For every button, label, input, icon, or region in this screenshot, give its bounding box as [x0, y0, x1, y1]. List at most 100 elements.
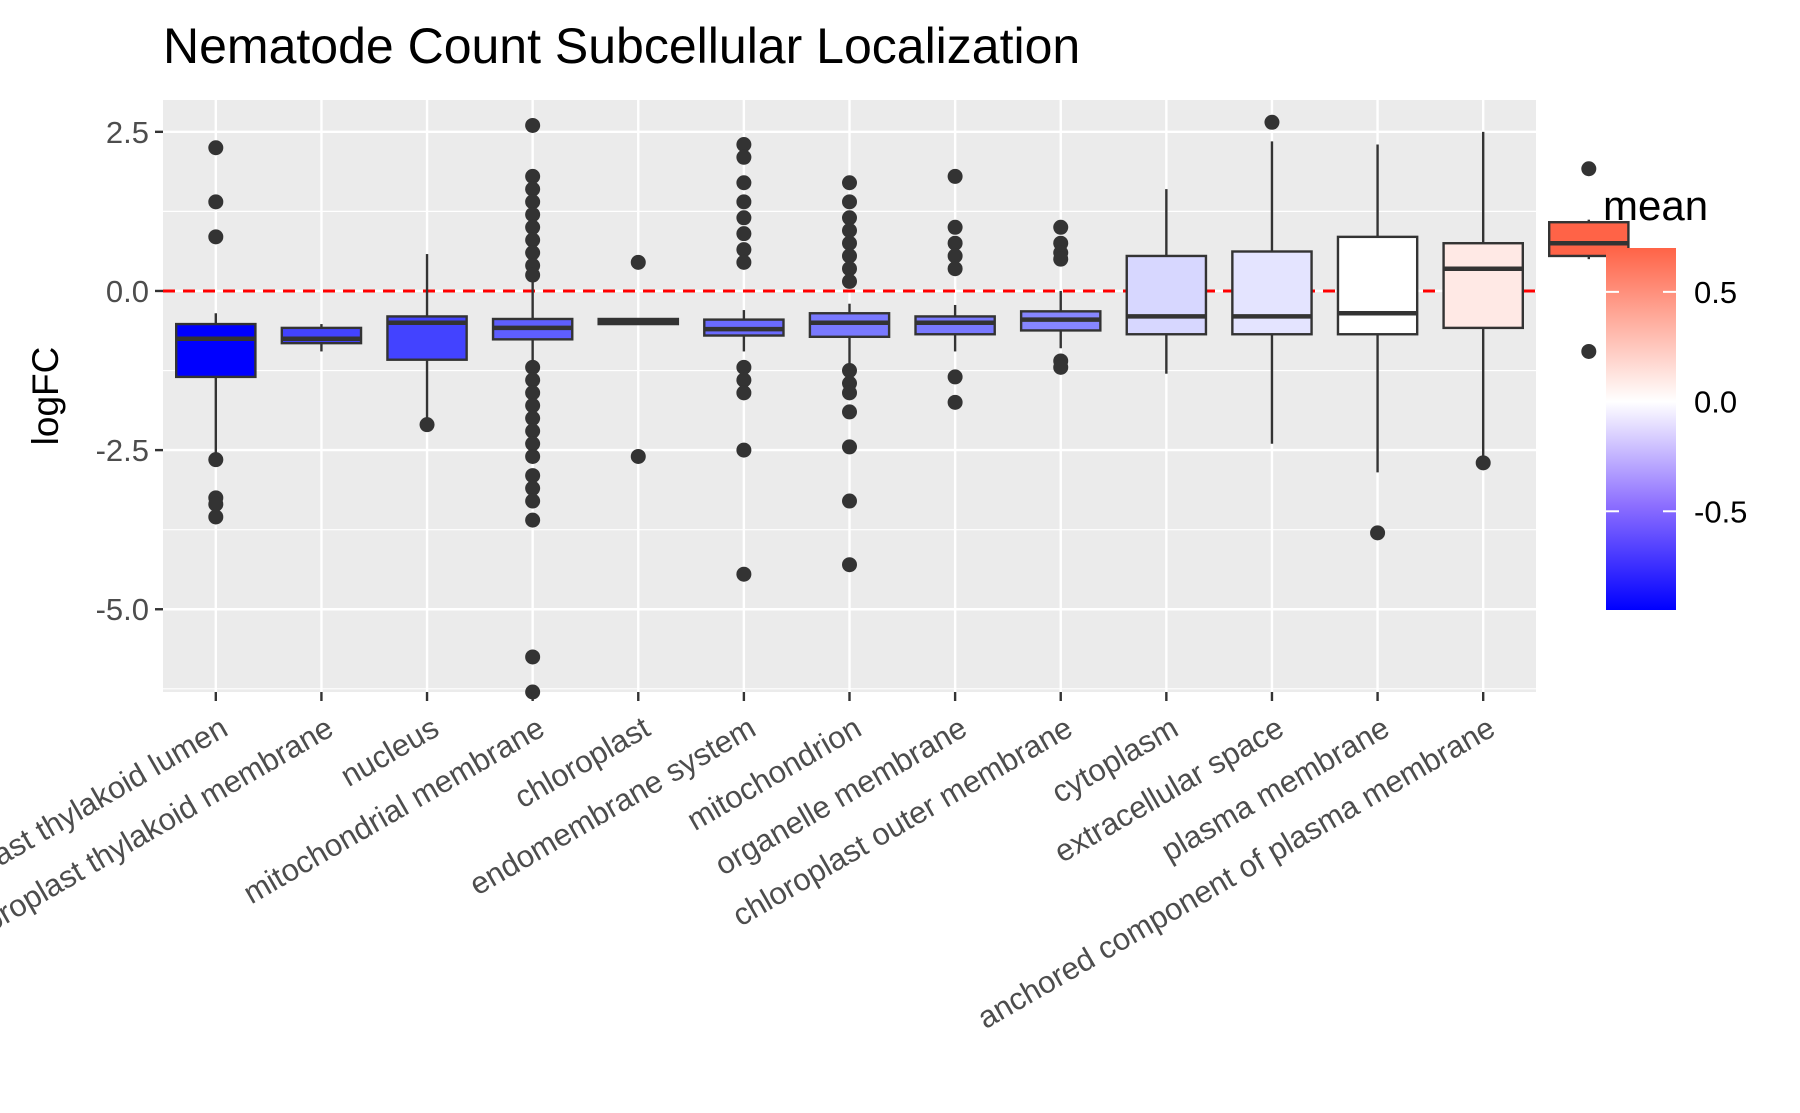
outlier-point [736, 149, 752, 165]
outlier-point [736, 372, 752, 388]
outlier-point [736, 242, 752, 258]
outlier-point [525, 219, 541, 235]
outlier-point [736, 175, 752, 191]
outlier-point [525, 493, 541, 509]
outlier-point [525, 245, 541, 261]
outlier-point [947, 394, 963, 410]
outlier-point [947, 261, 963, 277]
outlier-point [208, 496, 224, 512]
outlier-point [842, 194, 857, 210]
outlier-point [1053, 219, 1069, 235]
box-7 [808, 175, 891, 573]
outlier-point [1581, 343, 1597, 359]
outlier-point [525, 468, 541, 484]
outlier-point [947, 369, 963, 385]
outlier-point [525, 423, 541, 439]
legend-tick-label: -0.5 [1694, 494, 1747, 529]
outlier-point [736, 566, 752, 582]
box-8 [914, 168, 996, 410]
outlier-point [419, 417, 435, 433]
outlier-point [1053, 359, 1069, 375]
outlier-point [630, 448, 646, 464]
box-10 [1125, 189, 1208, 374]
box-14 [1548, 161, 1630, 359]
outlier-point [208, 509, 224, 525]
legend-tick-label: 0.0 [1694, 385, 1737, 420]
outlier-point [208, 140, 224, 156]
outlier-point [525, 117, 541, 133]
outlier-point [736, 137, 752, 153]
box-9 [1019, 219, 1102, 375]
outlier-point [736, 194, 752, 210]
outlier-point [842, 557, 857, 573]
outlier-point [525, 207, 541, 223]
outlier-point [208, 452, 224, 468]
box-13 [1442, 131, 1524, 471]
legend-ticks: 0.5 0.0 -0.5 [1606, 275, 1747, 529]
outlier-point [1581, 161, 1597, 177]
box-iqr [1548, 221, 1630, 258]
outlier-point [842, 235, 857, 251]
box-4 [491, 117, 574, 700]
y-axis: 2.5 0.0 -2.5 -5.0 [96, 115, 163, 627]
outlier-point [1475, 455, 1491, 471]
box-1 [175, 140, 257, 525]
outlier-point [525, 512, 541, 528]
box-12 [1336, 144, 1419, 541]
outlier-point [947, 248, 963, 264]
outlier-point [736, 442, 752, 458]
outlier-point [525, 194, 541, 210]
outlier-point [736, 359, 752, 375]
y-tick-label: -2.5 [96, 433, 149, 468]
outlier-point [525, 359, 541, 375]
outlier-point [525, 168, 541, 184]
box-5 [597, 254, 680, 464]
legend-tick-label: 0.5 [1694, 275, 1737, 310]
outlier-point [736, 254, 752, 270]
outlier-point [736, 210, 752, 226]
outlier-point [525, 372, 541, 388]
outlier-point [208, 229, 224, 245]
outlier-point [736, 385, 752, 401]
legend-color-bar [1606, 248, 1676, 610]
outlier-point [525, 480, 541, 496]
outlier-point [1370, 525, 1386, 541]
outlier-point [525, 232, 541, 248]
outlier-point [525, 436, 541, 452]
outlier-point [947, 168, 963, 184]
outlier-point [736, 226, 752, 242]
y-tick-label: 2.5 [106, 115, 149, 150]
box-iqr [1336, 235, 1419, 336]
outlier-point [842, 273, 857, 289]
legend: mean 0.5 0.0 -0.5 [1603, 182, 1747, 610]
outlier-point [525, 649, 541, 665]
box-6 [703, 137, 785, 582]
outlier-point [947, 219, 963, 235]
outlier-point [1264, 114, 1280, 130]
outlier-point [525, 181, 541, 197]
chart-title: Nematode Count Subcellular Localization [163, 18, 1080, 74]
boxes [175, 114, 1630, 700]
box-3 [386, 254, 468, 433]
outlier-point [842, 439, 857, 455]
outlier-point [630, 254, 646, 270]
box-iqr [175, 322, 257, 379]
box-iqr [914, 315, 996, 336]
legend-title: mean [1603, 182, 1708, 229]
outlier-point [525, 410, 541, 426]
outlier-point [842, 248, 857, 264]
box-iqr [1125, 254, 1208, 336]
box-iqr [1231, 250, 1313, 336]
outlier-point [842, 385, 857, 401]
outlier-point [525, 448, 541, 464]
outlier-point [525, 385, 541, 401]
outlier-point [842, 363, 857, 379]
box-2 [280, 324, 363, 352]
outlier-point [208, 194, 224, 210]
outlier-point [842, 175, 857, 191]
y-axis-label: logFC [25, 347, 66, 446]
outlier-point [1053, 251, 1069, 267]
box-iqr [1442, 242, 1524, 330]
